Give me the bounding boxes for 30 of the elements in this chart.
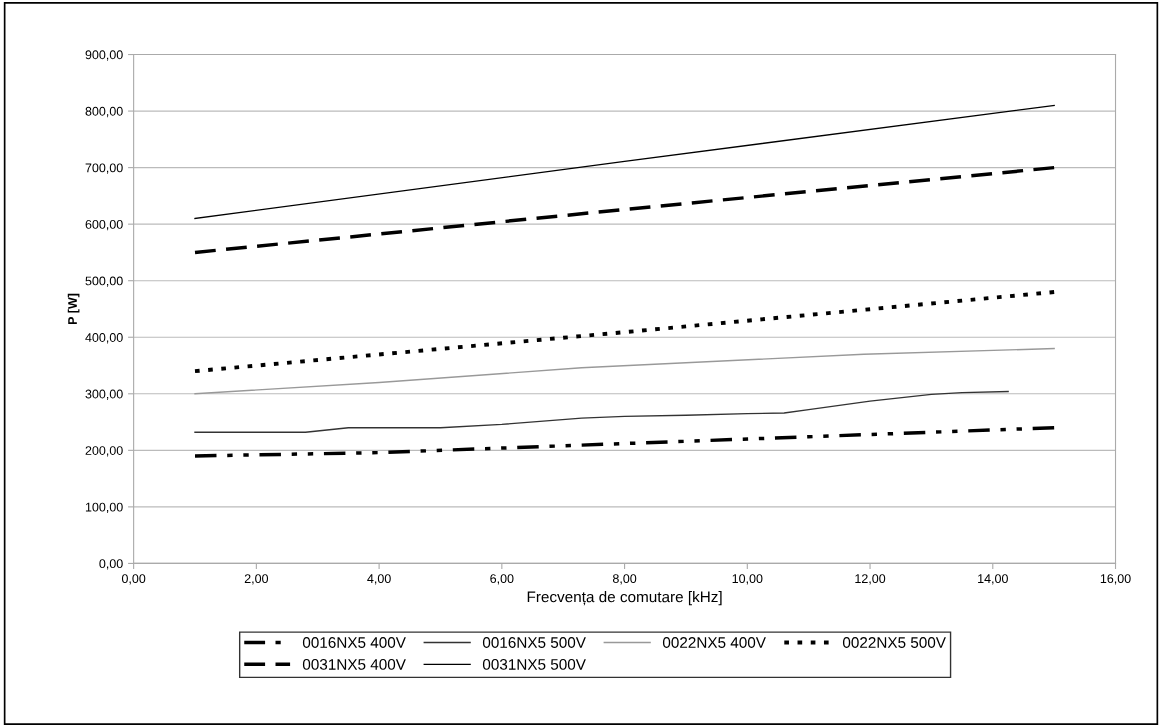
y-tick-label: 600,00: [85, 219, 123, 231]
y-tick-label: 900,00: [85, 50, 123, 61]
x-tick-label: 8,00: [612, 574, 637, 585]
y-tick-label: 0,00: [99, 559, 123, 570]
x-tick-label: 12,00: [855, 574, 886, 585]
legend-label: 0031NX5 500V: [482, 659, 586, 670]
x-tick-label: 14,00: [978, 574, 1008, 585]
legend-label: 0022NX5 400V: [662, 637, 766, 648]
legend-label: 0022NX5 500V: [842, 637, 946, 648]
x-axis-title: Frecvența de comutare [kHz]: [527, 591, 722, 606]
legend-label: 0016NX5 500V: [482, 637, 586, 648]
y-tick-label: 200,00: [85, 446, 123, 457]
y-tick-label: 300,00: [85, 389, 123, 400]
line-series: [194, 347, 1055, 395]
y-tick-label: 400,00: [85, 333, 123, 344]
y-tick-label: 800,00: [85, 106, 123, 118]
legend-label: 0016NX5 400V: [302, 637, 406, 648]
x-tick-label: 10,00: [732, 574, 763, 585]
y-tick-label: 500,00: [85, 276, 123, 287]
y-axis-title: P [W]: [67, 293, 80, 324]
x-tick-label: 4,00: [367, 574, 391, 585]
x-tick-label: 16,00: [1100, 574, 1131, 585]
x-tick-label: 0,00: [121, 574, 146, 585]
y-tick-label: 700,00: [85, 163, 123, 174]
legend-label: 0031NX5 400V: [302, 659, 406, 670]
x-tick-label: 6,00: [490, 574, 514, 585]
line-series: [194, 390, 1009, 433]
x-tick-label: 2,00: [244, 574, 269, 585]
y-tick-label: 100,00: [85, 502, 123, 514]
line-series: [193, 425, 1056, 458]
